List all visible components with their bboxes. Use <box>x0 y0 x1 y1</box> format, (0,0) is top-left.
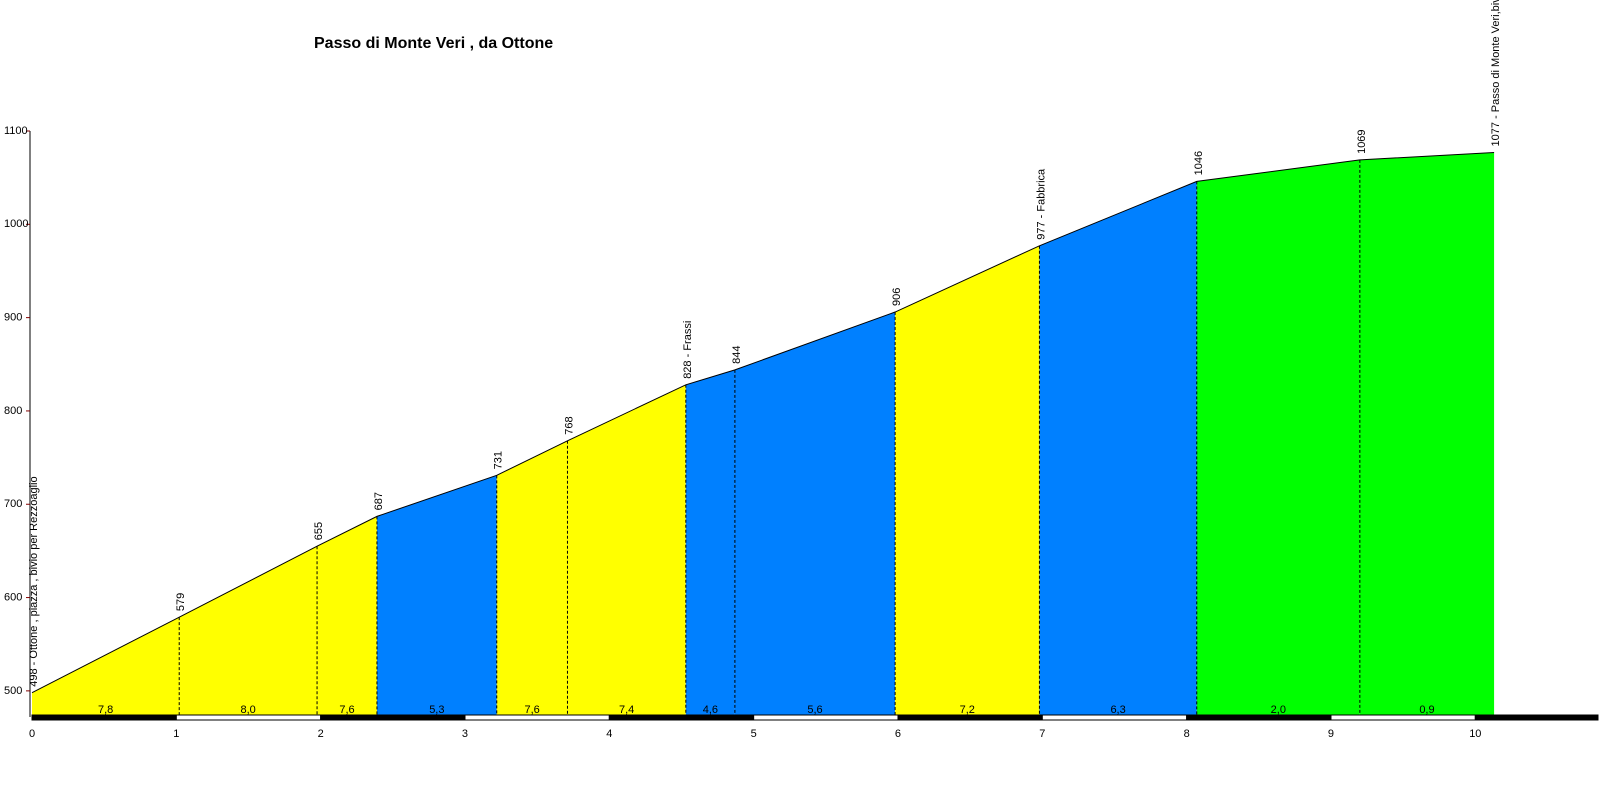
profile-segment <box>734 312 896 717</box>
gradient-label: 5,3 <box>429 704 444 716</box>
point-label: 844 <box>731 346 743 364</box>
x-tick-label: 1 <box>173 728 179 740</box>
profile-segment <box>376 475 497 717</box>
point-label: 1069 <box>1356 129 1368 153</box>
y-tick-label: 500 <box>4 685 22 697</box>
gradient-label: 8,0 <box>240 704 255 716</box>
point-label: 977 - Fabbrica <box>1035 168 1047 240</box>
y-tick-label: 800 <box>4 405 22 417</box>
point-label: 655 <box>313 522 325 540</box>
x-tick-label: 9 <box>1328 728 1334 740</box>
y-tick-label: 700 <box>4 498 22 510</box>
profile-segment <box>1359 152 1495 717</box>
scale-bar <box>1186 714 1332 721</box>
profile-segment <box>685 369 735 717</box>
y-tick-label: 1100 <box>4 125 28 137</box>
profile-segment <box>1196 159 1360 717</box>
y-tick-label: 1000 <box>4 218 28 230</box>
profile-line <box>31 151 1495 694</box>
gradient-label: 7,2 <box>960 704 975 716</box>
x-tick-label: 7 <box>1039 728 1045 740</box>
x-tick-label: 6 <box>895 728 901 740</box>
point-label: 498 - Ottone , piazza , bivio per Rezzoa… <box>28 476 40 686</box>
gradient-label: 0,9 <box>1419 704 1434 716</box>
point-label: 768 <box>563 416 575 434</box>
x-tick-label: 5 <box>751 728 757 740</box>
point-label: 1077 - Passo di Monte Veri,bivio <box>1490 0 1502 146</box>
gradient-label: 7,6 <box>524 704 539 716</box>
profile-segment <box>317 516 377 717</box>
gradient-label: 7,4 <box>619 704 634 716</box>
profile-segment <box>179 546 318 717</box>
profile-segment <box>32 617 180 717</box>
gradient-label: 4,6 <box>703 704 718 716</box>
point-label: 828 - Frassi <box>682 321 694 379</box>
point-label: 687 <box>373 492 385 510</box>
x-tick-label: 8 <box>1184 728 1190 740</box>
profile-segment <box>895 245 1040 718</box>
x-tick-label: 3 <box>462 728 468 740</box>
gradient-label: 5,6 <box>807 704 822 716</box>
point-label: 731 <box>493 451 505 469</box>
scale-bar <box>753 714 899 721</box>
scale-bar <box>1330 714 1476 721</box>
x-tick-label: 2 <box>318 728 324 740</box>
y-tick-label: 600 <box>4 591 22 603</box>
x-tick-label: 10 <box>1469 728 1481 740</box>
gradient-label: 7,6 <box>339 704 354 716</box>
gradient-label: 6,3 <box>1110 704 1125 716</box>
profile-segment <box>496 440 568 717</box>
profile-segment <box>567 384 686 717</box>
scale-bar <box>1474 714 1599 721</box>
point-label: 906 <box>891 288 903 306</box>
point-label: 579 <box>175 593 187 611</box>
profile-segment <box>1039 181 1197 717</box>
point-label: 1046 <box>1193 151 1205 175</box>
gradient-label: 7,8 <box>98 704 113 716</box>
gradient-label: 2,0 <box>1271 704 1286 716</box>
y-tick-label: 900 <box>4 312 22 324</box>
x-tick-label: 0 <box>29 728 35 740</box>
x-tick-label: 4 <box>606 728 612 740</box>
chart-title: Passo di Monte Veri , da Ottone <box>314 35 553 52</box>
